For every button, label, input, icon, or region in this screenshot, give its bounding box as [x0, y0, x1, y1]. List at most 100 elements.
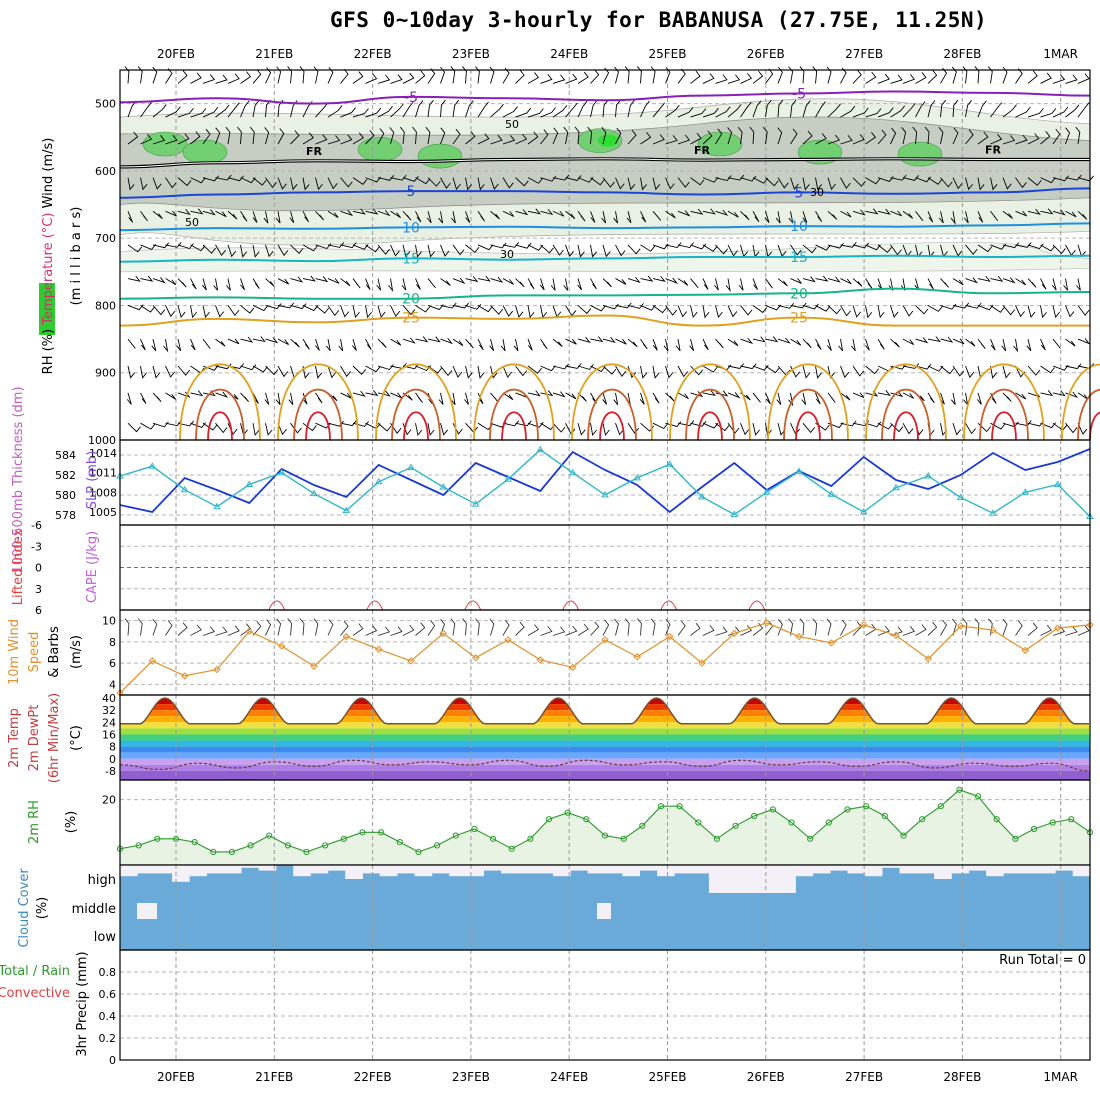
wind-barb — [190, 108, 207, 118]
wind-barb — [965, 177, 973, 191]
wind-barb — [427, 620, 436, 636]
wind-barb — [990, 365, 997, 379]
wind-barb — [765, 68, 774, 84]
wind-barb — [965, 244, 978, 255]
wind-barb — [888, 278, 894, 291]
wind-barb — [165, 620, 173, 636]
wind-barb — [502, 365, 513, 378]
wind-speed-marker — [1021, 646, 1030, 655]
wind-barb — [315, 305, 330, 314]
wind-barb — [602, 303, 619, 310]
wind-barb — [977, 392, 982, 405]
wind-barb — [402, 624, 415, 636]
wind-barb — [401, 278, 407, 291]
wind-barb — [552, 422, 566, 433]
wind-barb — [438, 211, 444, 224]
wind-barb — [877, 73, 890, 84]
wind-barb — [240, 336, 254, 343]
wind-barb — [265, 337, 279, 344]
wind-barb — [277, 338, 289, 345]
wind-barb — [527, 421, 544, 428]
wind-barb — [315, 338, 320, 351]
wind-barb — [427, 244, 435, 258]
wind-barb — [590, 177, 605, 186]
wind-barb — [977, 100, 987, 118]
wind-barb — [963, 211, 969, 224]
cloud-high-gap — [882, 865, 900, 868]
wind-barb — [977, 338, 986, 349]
wind-barb — [826, 66, 832, 84]
wind-barb — [265, 365, 279, 376]
wind-barb — [590, 211, 596, 223]
isotherm-bulge — [865, 363, 947, 441]
wind-barb — [352, 71, 364, 84]
rh-marker — [975, 793, 982, 800]
wind-barb — [627, 422, 639, 434]
wind-barb — [1065, 74, 1078, 84]
cloud-high-gap — [605, 865, 623, 874]
wind-barb — [665, 135, 678, 145]
wind-barb — [290, 338, 300, 348]
wind-barb — [477, 244, 494, 251]
cloud-high-gap — [587, 865, 606, 874]
wind-barb — [1077, 338, 1091, 345]
wind-barb — [602, 99, 609, 118]
wind-barb — [265, 244, 274, 258]
wind-barb — [1027, 243, 1044, 250]
wind-barb — [202, 209, 216, 216]
run-total-label: Run Total = 0 — [999, 953, 1086, 968]
wind-barb — [465, 177, 473, 191]
wind-barb — [900, 278, 906, 291]
cloud-high-gap — [674, 865, 692, 874]
wind-tick: 10 — [102, 615, 116, 628]
wind-barb — [365, 305, 372, 319]
wind-barb — [152, 392, 162, 403]
wind-barb — [865, 390, 879, 397]
top-date-label: 25FEB — [649, 47, 687, 61]
wind-barb — [812, 66, 818, 84]
rh-line — [119, 789, 1091, 853]
wind-barb — [624, 618, 630, 636]
wind-barb — [577, 71, 589, 84]
top-date-label: 22FEB — [354, 47, 392, 61]
wind-barb — [352, 365, 367, 375]
wind-barb — [977, 177, 985, 191]
wind-barb — [565, 305, 577, 317]
isotherm-bulge-inner — [195, 388, 245, 441]
wind-barb — [790, 99, 797, 118]
wind-barb — [240, 278, 245, 291]
wind-barb — [1002, 618, 1008, 636]
wind-barb — [677, 620, 686, 636]
wind-barb — [177, 278, 187, 288]
wind-barb — [940, 177, 953, 188]
rh-contour-label: 50 — [185, 216, 199, 229]
wind-barb — [352, 108, 369, 118]
wind-speed-marker — [568, 663, 577, 672]
wind-barb — [1065, 363, 1082, 370]
wind-barb — [614, 66, 619, 84]
wind-barb — [788, 211, 794, 224]
wind-barb — [190, 278, 197, 290]
wind-barb — [962, 618, 968, 636]
rh-marker — [713, 835, 721, 842]
wind-barb — [202, 278, 207, 291]
wind-barb — [227, 73, 240, 84]
wind-barb — [415, 423, 423, 437]
wind-barb — [249, 126, 255, 145]
temp-band — [120, 746, 1090, 753]
wind-barb — [527, 365, 542, 374]
wind-barb — [827, 242, 844, 249]
wind-barb — [1052, 106, 1069, 118]
cloud-high-gap — [310, 865, 329, 874]
cloud-high-gap — [154, 865, 173, 874]
wind-barb — [452, 99, 460, 118]
slp-marker — [665, 460, 674, 467]
temp-tick: 16 — [102, 728, 116, 741]
axis-label-part: (°C) — [69, 725, 84, 751]
isotherm-label: 10 — [402, 220, 420, 236]
wind-barb — [865, 71, 877, 84]
wind-barb — [165, 210, 177, 217]
rh-ylabel: 2m RH — [27, 800, 42, 844]
wind-barb — [865, 305, 873, 319]
wind-barb — [690, 108, 707, 118]
